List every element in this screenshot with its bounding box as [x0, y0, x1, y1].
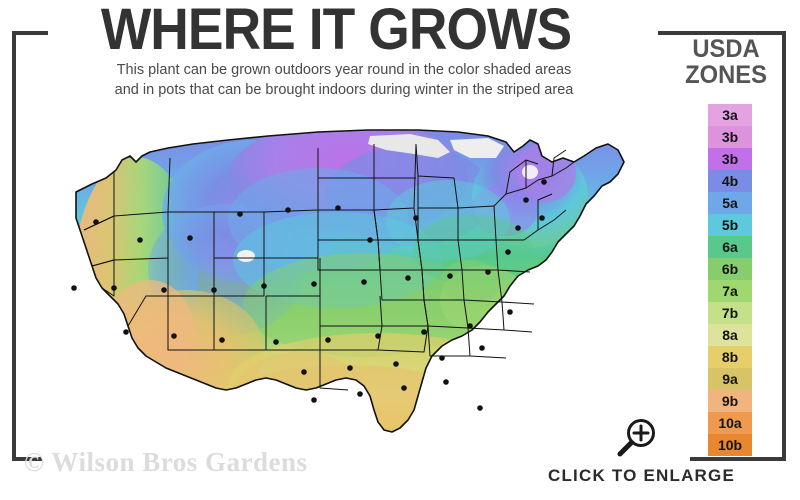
legend-swatch-10b-15: 10b — [708, 434, 752, 456]
map-region-florida — [462, 368, 500, 432]
frame-border-right — [782, 31, 786, 461]
usda-zone-map[interactable] — [18, 100, 668, 460]
frame-border-left — [12, 31, 16, 461]
legend-heading-line-2: ZONES — [685, 61, 767, 89]
legend-swatch-4b-3: 4b — [708, 170, 752, 192]
map-zone-fill — [76, 130, 624, 432]
legend-swatch-8a-10: 8a — [708, 324, 752, 346]
frame-border-top-left — [12, 31, 48, 35]
map-container[interactable] — [18, 100, 668, 460]
frame-border-top-right — [658, 31, 786, 35]
legend-swatch-3a-0: 3a — [708, 104, 752, 126]
legend-heading-line-1: USDA — [692, 35, 760, 63]
legend-swatch-9b-13: 9b — [708, 390, 752, 412]
legend-swatch-5b-5: 5b — [708, 214, 752, 236]
watermark: © Wilson Bros Gardens — [24, 447, 308, 477]
frame-border-bottom-left — [12, 457, 42, 461]
subtitle-line-2: and in pots that can be brought indoors … — [114, 82, 574, 98]
frame-border-bottom-right — [690, 457, 786, 461]
map-location-dots — [71, 179, 547, 411]
legend-swatch-8b-11: 8b — [708, 346, 752, 368]
subtitle: This plant can be grown outdoors year ro… — [36, 60, 652, 100]
page-title: WHERE IT GROWS — [100, 0, 572, 62]
legend-swatch-10a-14: 10a — [708, 412, 752, 434]
legend-swatch-7b-9: 7b — [708, 302, 752, 324]
legend-swatch-3b-1: 3b — [708, 126, 752, 148]
usda-zone-legend: 3a 3b 3b 4b 5a 5b 6a 6b 7a 7b 8a 8b 9a 9b 10a 10b — [708, 104, 752, 456]
legend-swatch-3b-2: 3b — [708, 148, 752, 170]
legend-swatch-7a-8: 7a — [708, 280, 752, 302]
map-national-outline — [75, 129, 625, 433]
click-to-enlarge-label[interactable]: CLICK TO ENLARGE — [548, 466, 736, 485]
legend-swatch-6b-7: 6b — [708, 258, 752, 280]
legend-swatch-6a-6: 6a — [708, 236, 752, 258]
magnifier-plus-icon[interactable] — [616, 418, 660, 458]
legend-swatch-9a-12: 9a — [708, 368, 752, 390]
map-snow-patch — [368, 134, 450, 158]
legend-heading: USDA ZONES — [667, 36, 785, 88]
legend-swatch-5a-4: 5a — [708, 192, 752, 214]
subtitle-line-1: This plant can be grown outdoors year ro… — [116, 62, 572, 78]
